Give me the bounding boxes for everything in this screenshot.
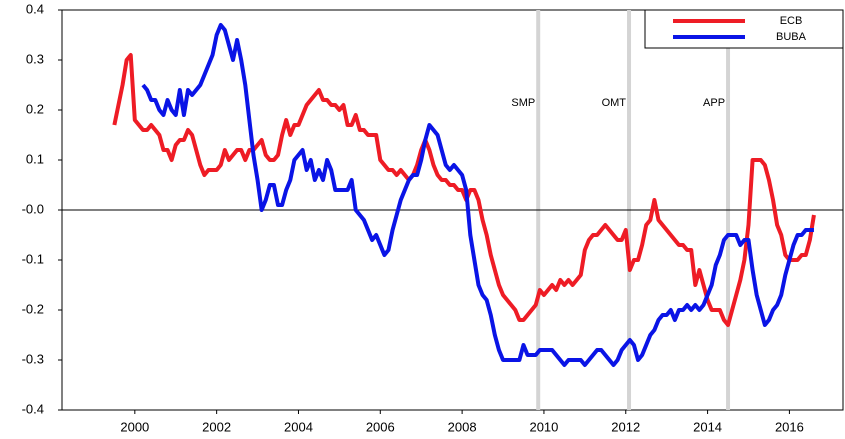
plot-layer: 0.4 0.3 0.2 0.1 -0.0 -0.1 -0.2 -0.3 -0.4 2000 2002… [22,1,844,434]
x-tick-label: 2004 [284,419,313,434]
x-tick-label: 2002 [202,419,231,434]
x-tick-label: 2014 [693,419,722,434]
legend-label: BUBA [776,31,807,43]
y-tick-label: -0.2 [22,301,44,316]
x-tick-label: 2006 [366,419,395,434]
y-tick-label: -0.3 [22,351,44,366]
y-tick-label: 0.4 [26,1,44,16]
y-tick-label: 0.2 [26,101,44,116]
event-label: SMP [511,97,535,109]
series-line [112,53,816,327]
y-tick-label: 0.3 [26,51,44,66]
y-tick-label: -0.4 [22,401,44,416]
y-tick-label: 0.1 [26,151,44,166]
legend-box [644,9,844,49]
legend-label: ECB [780,15,803,27]
x-tick-label: 2016 [775,419,804,434]
x-tick-label: 2012 [611,419,640,434]
series-line [141,23,814,367]
event-label: OMT [602,97,627,109]
x-tick-label: 2000 [120,419,149,434]
event-label: APP [703,97,725,109]
x-tick-label: 2008 [448,419,477,434]
y-tick-label: -0.1 [22,251,44,266]
y-tick-label: -0.0 [22,201,44,216]
x-tick-label: 2010 [529,419,558,434]
legend: ECB BUBA [644,9,844,49]
